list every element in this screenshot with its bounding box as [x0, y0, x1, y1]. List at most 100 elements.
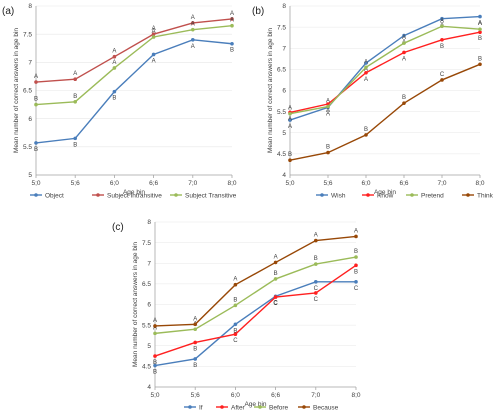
data-label: B — [402, 95, 406, 101]
legend-label: If — [199, 404, 203, 411]
data-point — [233, 303, 238, 308]
data-label: B — [34, 147, 38, 153]
data-label: B — [288, 152, 292, 158]
data-label: B — [364, 127, 368, 133]
data-point — [191, 21, 195, 25]
x-tick-label: 8;0 — [227, 180, 236, 187]
data-point — [314, 262, 318, 266]
data-point — [402, 50, 406, 55]
y-tick-label: 6 — [147, 302, 151, 309]
y-tick-label: 8 — [28, 3, 32, 10]
y-tick-label: 4.5 — [142, 364, 151, 371]
series-line — [289, 15, 481, 121]
data-point — [233, 332, 238, 337]
data-point — [193, 322, 197, 327]
data-label: B — [478, 56, 482, 62]
legend-label: Because — [313, 404, 339, 411]
data-point — [73, 77, 77, 82]
data-point — [478, 27, 482, 32]
data-point — [112, 66, 117, 70]
data-point — [112, 54, 117, 59]
y-tick-label: 7 — [147, 260, 151, 267]
data-label: C — [273, 301, 278, 307]
data-point — [288, 111, 292, 116]
data-point — [314, 291, 318, 295]
data-label: C — [314, 286, 319, 292]
data-point — [153, 331, 157, 336]
data-point — [193, 357, 197, 361]
data-label: A — [288, 106, 292, 112]
data-point — [364, 65, 368, 70]
y-tick-label: 6.5 — [23, 88, 32, 95]
data-point — [354, 255, 358, 259]
data-point — [402, 101, 406, 105]
data-label: B — [34, 97, 38, 103]
chart-panel-2: (c) 4 4.5 5 5.5 6 6.5 7 7.5 8 5;0 5;6 6;0 6;6 7;0 8;0 Ag… — [112, 219, 361, 411]
x-tick-label: 5;0 — [31, 180, 40, 187]
y-tick-label: 8 — [147, 219, 151, 226]
y-tick-label: 6.5 — [277, 67, 286, 74]
data-label: B — [73, 142, 77, 148]
data-label: B — [274, 271, 278, 277]
series-after: B B C C C B — [153, 263, 358, 366]
data-label: A — [73, 71, 77, 77]
data-label: A — [153, 318, 157, 324]
data-point — [273, 277, 278, 281]
data-point — [364, 70, 368, 75]
data-label: A — [152, 26, 156, 32]
data-label: A — [288, 124, 292, 130]
x-axis-title: Age bin — [123, 189, 145, 196]
data-label: B — [153, 360, 157, 366]
data-point — [233, 322, 238, 327]
series-line — [35, 25, 233, 106]
data-point — [73, 99, 77, 104]
data-point — [354, 234, 358, 239]
data-point — [364, 61, 368, 65]
data-label: A — [440, 18, 444, 24]
data-point — [153, 354, 157, 358]
data-point — [193, 327, 197, 332]
x-tick-label: 6;0 — [110, 180, 119, 187]
data-label: B — [440, 44, 444, 50]
data-label: A — [34, 74, 38, 80]
y-tick-label: 4.5 — [277, 151, 286, 158]
legend-marker — [320, 193, 324, 197]
data-point — [354, 263, 358, 268]
data-point — [440, 38, 444, 42]
legend-label: Pretend — [421, 192, 444, 199]
series-line — [289, 31, 481, 114]
data-point — [402, 41, 406, 45]
data-label: A — [112, 49, 116, 55]
data-point — [326, 104, 330, 109]
data-point — [153, 363, 157, 368]
chart-panel-0: (a) 5 5.5 6 6.5 7 7.5 8 5;0 5;6 6;0 6;6 7;0 8;0 Age bi… — [2, 3, 237, 199]
data-label: B — [326, 145, 330, 151]
x-tick-label: 6;6 — [149, 180, 158, 187]
data-label: A — [230, 18, 234, 24]
legend-marker — [188, 405, 192, 409]
legend-marker — [220, 405, 224, 409]
data-label: B — [153, 370, 157, 376]
x-tick-label: 6;0 — [231, 392, 240, 399]
series-line — [154, 256, 357, 335]
x-tick-label: 5;6 — [71, 180, 80, 187]
y-axis-title: Mean number of correct answers in age bi… — [267, 28, 274, 153]
data-point — [230, 17, 234, 21]
data-point — [440, 16, 444, 21]
legend-marker — [410, 193, 414, 197]
data-point — [191, 27, 195, 32]
data-label: B — [193, 346, 197, 352]
data-label: A — [230, 11, 234, 17]
y-tick-label: 5 — [147, 343, 151, 350]
y-tick-label: 5 — [28, 172, 32, 179]
data-label: A — [364, 77, 368, 83]
panel-label: (b) — [252, 6, 264, 17]
data-point — [34, 102, 38, 107]
data-label: C — [354, 286, 359, 292]
series-line — [35, 18, 233, 83]
series-line — [35, 39, 233, 144]
data-point — [151, 32, 156, 36]
